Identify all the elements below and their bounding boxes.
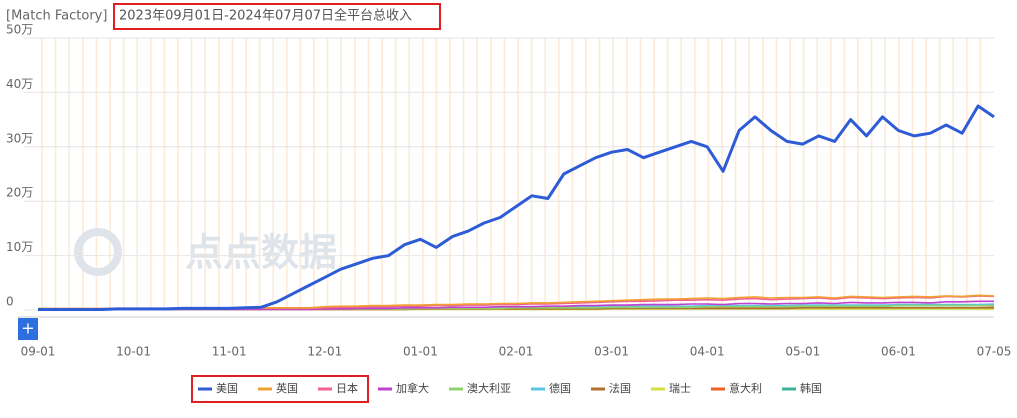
legend-label: 意大利	[729, 381, 762, 395]
watermark: 点点数据	[185, 231, 337, 275]
y-tick-label: 10万	[6, 240, 33, 254]
x-tick-label: 07-05	[977, 345, 1012, 359]
x-tick-label: 10-01	[116, 345, 151, 359]
background-stripes	[41, 38, 982, 310]
x-tick-label: 12-01	[307, 345, 342, 359]
series-line	[38, 104, 995, 311]
legend-label: 瑞士	[669, 381, 691, 395]
x-tick-label: 03-01	[594, 345, 629, 359]
legend-label: 法国	[609, 381, 631, 395]
y-tick-label: 50万	[6, 23, 33, 37]
x-tick-label: 09-01	[21, 345, 56, 359]
x-tick-label: 05-01	[785, 345, 820, 359]
legend-label: 德国	[549, 381, 571, 395]
legend-label: 日本	[336, 381, 358, 395]
y-tick-label: 30万	[6, 131, 33, 145]
y-tick-label: 20万	[6, 186, 33, 200]
chart-title: 2023年09月01日-2024年07月07日全平台总收入	[119, 8, 412, 24]
highlight-box	[113, 3, 441, 30]
x-tick-label: 01-01	[403, 345, 438, 359]
chart-subtitle: [Match Factory]	[6, 9, 107, 24]
legend-label: 美国	[216, 382, 238, 395]
y-tick-label: 0	[6, 295, 14, 309]
x-tick-label: 04-01	[690, 345, 725, 359]
legend-label: 英国	[276, 381, 298, 395]
zoom-button-icon[interactable]: +	[21, 319, 34, 338]
legend-label: 韩国	[800, 381, 822, 395]
watermark-logo	[74, 228, 122, 276]
legend-label: 澳大利亚	[467, 381, 511, 395]
x-tick-label: 06-01	[881, 345, 916, 359]
zoom-button[interactable]	[18, 318, 38, 340]
x-tick-label: 11-01	[212, 345, 247, 359]
legend-label: 加拿大	[396, 381, 429, 395]
x-tick-label: 02-01	[499, 345, 534, 359]
y-tick-label: 40万	[6, 77, 33, 91]
highlight-box	[191, 375, 369, 403]
